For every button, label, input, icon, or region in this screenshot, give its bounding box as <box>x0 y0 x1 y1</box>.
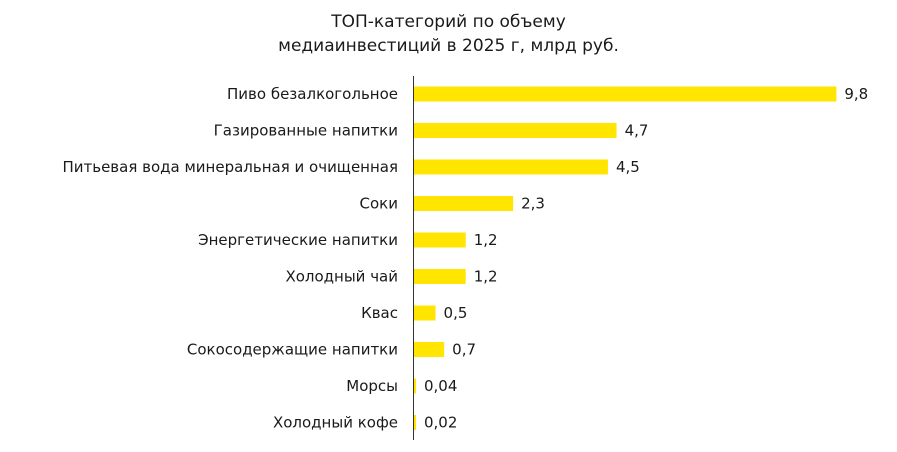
chart-title-line-1: ТОП-категорий по объему <box>331 12 566 32</box>
category-label: Энергетические напитки <box>198 231 398 249</box>
category-label: Питьевая вода минеральная и очищенная <box>62 158 398 176</box>
category-label: Квас <box>361 304 398 322</box>
data-label: 2,3 <box>521 195 545 213</box>
bar <box>414 305 436 321</box>
bar <box>414 342 445 357</box>
category-label: Холодный чай <box>285 268 398 286</box>
data-label: 4,5 <box>616 158 640 176</box>
bar <box>414 196 514 211</box>
bar <box>414 123 617 138</box>
category-label: Газированные напитки <box>214 122 398 140</box>
bar <box>414 269 466 284</box>
data-label: 9,8 <box>844 85 868 103</box>
data-label: 4,7 <box>625 122 649 140</box>
category-label: Пиво безалкогольное <box>227 85 398 103</box>
bar <box>414 232 466 248</box>
chart-title: ТОП-категорий по объему медиаинвестиций … <box>0 10 897 58</box>
bar <box>414 86 837 102</box>
data-label: 1,2 <box>474 268 498 286</box>
data-label: 0,7 <box>452 341 476 359</box>
category-label: Сокосодержащие напитки <box>187 341 398 359</box>
bar <box>414 159 608 175</box>
data-label: 1,2 <box>474 231 498 249</box>
bars-layer: Пиво безалкогольное 9,8 Газированные напит… <box>62 85 868 432</box>
bar <box>414 415 416 430</box>
data-label: 0,04 <box>424 377 457 395</box>
data-label: 0,5 <box>444 304 468 322</box>
category-label: Морсы <box>346 377 398 395</box>
bar <box>414 378 416 394</box>
category-label: Соки <box>360 195 398 213</box>
chart-title-line-2: медиаинвестиций в 2025 г, млрд руб. <box>278 36 619 56</box>
category-label: Холодный кофе <box>273 414 398 432</box>
data-label: 0,02 <box>424 414 457 432</box>
